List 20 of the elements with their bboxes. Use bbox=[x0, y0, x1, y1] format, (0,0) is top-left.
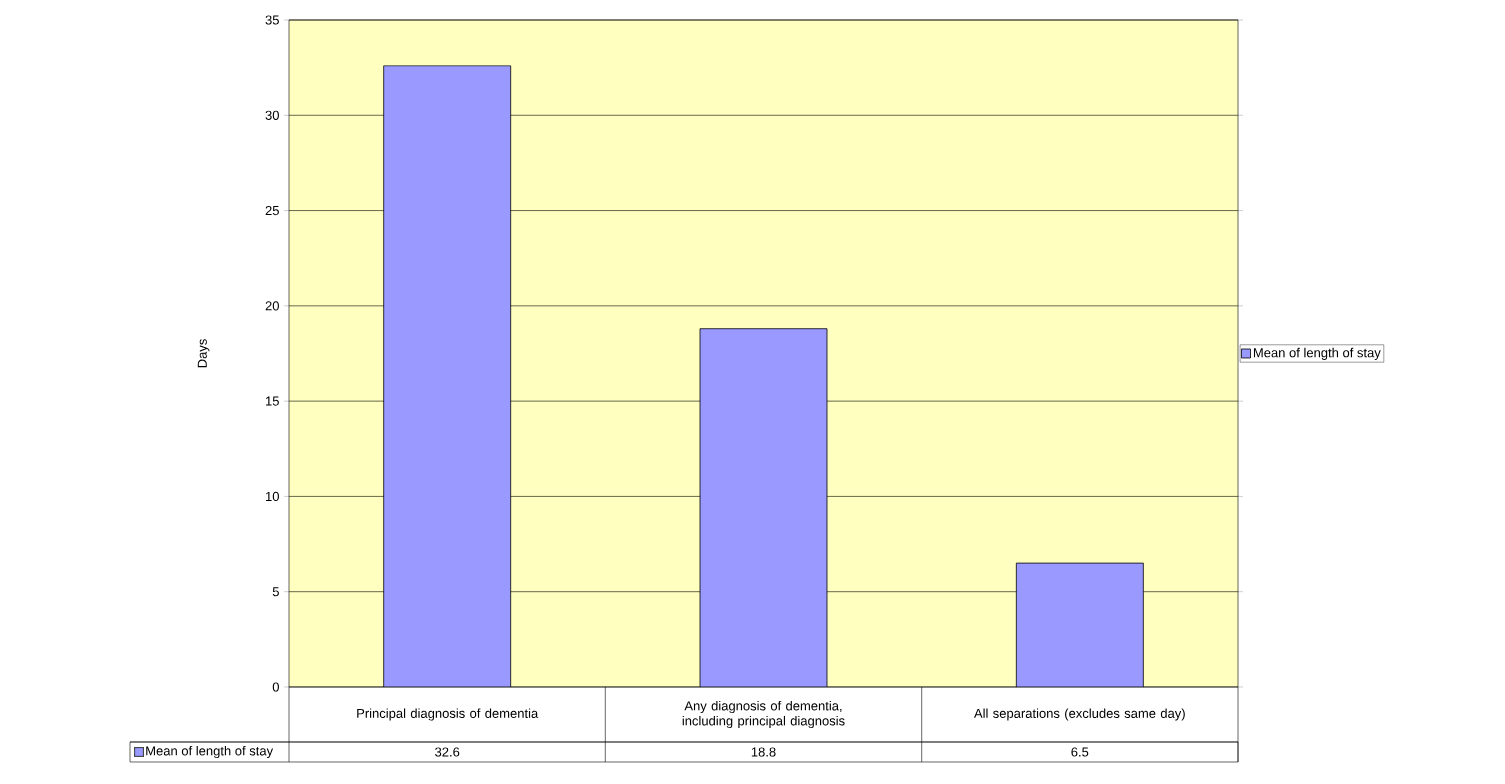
bar bbox=[383, 65, 512, 687]
y-tick-label: 35 bbox=[265, 15, 279, 25]
data-label: 32.6 bbox=[435, 747, 460, 757]
y-tick-label: 0 bbox=[272, 682, 279, 692]
y-axis-title: Days bbox=[197, 339, 210, 368]
y-tick-label: 15 bbox=[266, 396, 279, 406]
x-tick-label: Any diagnosis of dementia, including principal diagnosis bbox=[682, 700, 845, 729]
bar bbox=[1015, 562, 1144, 687]
y-tick-label: 30 bbox=[265, 110, 279, 120]
text: Mean of length of stay bbox=[146, 745, 274, 759]
x-tick-label: All separations (excludes same day) bbox=[973, 708, 1185, 721]
y-tick-label: 5 bbox=[272, 587, 279, 597]
y-tick-label: 10 bbox=[266, 491, 279, 502]
y-tick-label: 25 bbox=[265, 205, 279, 216]
x-tick-label: Principal diagnosis of dementia bbox=[357, 708, 539, 721]
bar bbox=[699, 328, 828, 687]
legend-label: Mean of length of stay bbox=[1253, 347, 1381, 360]
data-label: 6.5 bbox=[1071, 747, 1089, 757]
y-tick-label: 20 bbox=[265, 301, 279, 311]
data-label: 18.8 bbox=[751, 747, 776, 757]
